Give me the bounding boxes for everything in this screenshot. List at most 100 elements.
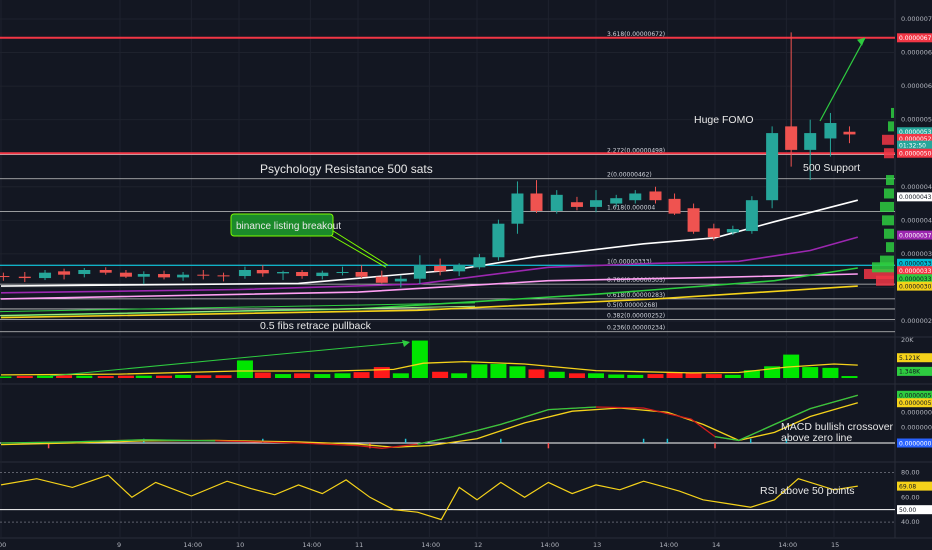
volume-bar[interactable] <box>392 373 409 378</box>
volume-bar[interactable] <box>0 376 12 378</box>
candle-body[interactable] <box>137 274 150 277</box>
volume-bar[interactable] <box>764 366 781 378</box>
candle-body[interactable] <box>649 191 662 201</box>
volume-bar[interactable] <box>705 374 722 378</box>
candle-body[interactable] <box>473 257 486 268</box>
candle-body[interactable] <box>78 269 91 275</box>
volume-bar[interactable] <box>135 375 152 378</box>
volume-bar[interactable] <box>490 363 507 378</box>
candle-body[interactable] <box>492 223 505 258</box>
volume-bar[interactable] <box>373 367 390 378</box>
volume-bar[interactable] <box>802 367 819 378</box>
rsi-pane[interactable] <box>0 471 895 523</box>
candle-body[interactable] <box>238 269 251 277</box>
candle-body[interactable] <box>277 272 290 274</box>
candle-body[interactable] <box>355 272 368 277</box>
volume-bar[interactable] <box>236 360 253 378</box>
candle-body[interactable] <box>726 229 739 233</box>
volume-bar[interactable] <box>353 372 370 378</box>
candle-body[interactable] <box>707 228 720 238</box>
volume-bar[interactable] <box>685 372 702 378</box>
candle-body[interactable] <box>766 133 779 201</box>
price-axis[interactable]: 0.00000700 0.00000650 0.00000600 0.00000550… <box>897 15 932 526</box>
volume-bar[interactable] <box>117 375 134 378</box>
volume-bar[interactable] <box>588 373 604 378</box>
target-arrow-head <box>857 37 865 46</box>
volume-bar[interactable] <box>451 373 468 378</box>
candle-body[interactable] <box>316 272 329 277</box>
candle-body[interactable] <box>550 194 563 211</box>
volume-bar[interactable] <box>841 376 858 378</box>
volume-bar[interactable] <box>215 375 232 378</box>
candle-body[interactable] <box>0 276 10 278</box>
candle-body[interactable] <box>804 133 817 150</box>
candle-body[interactable] <box>570 202 583 207</box>
macd-pane[interactable] <box>0 394 895 449</box>
candle-body[interactable] <box>394 278 407 282</box>
volume-bar[interactable] <box>411 340 428 378</box>
volume-pane[interactable] <box>0 340 858 378</box>
price-tag-bg <box>897 133 932 143</box>
candle-body[interactable] <box>119 272 132 277</box>
volume-bar[interactable] <box>294 373 311 378</box>
volume-bar[interactable] <box>175 374 192 378</box>
candle-body[interactable] <box>511 193 524 224</box>
candle-body[interactable] <box>453 265 466 272</box>
volume-bar[interactable] <box>314 374 331 378</box>
time-axis[interactable]: 00 9 14:00 10 14:00 11 14:00 12 14:00 13 14:00 14 14… <box>0 541 839 549</box>
candle-body[interactable] <box>785 126 798 150</box>
volume-bar[interactable] <box>156 375 173 378</box>
volume-bar[interactable] <box>528 369 545 378</box>
volume-bar[interactable] <box>509 366 526 378</box>
volume-bar[interactable] <box>608 374 625 378</box>
candle-body[interactable] <box>296 272 309 277</box>
volume-bar[interactable] <box>724 374 741 378</box>
candle-body[interactable] <box>590 200 602 207</box>
volume-bar[interactable] <box>37 375 54 378</box>
volume-bar[interactable] <box>647 374 664 378</box>
volume-bar[interactable] <box>666 372 683 378</box>
volume-bar[interactable] <box>56 375 73 378</box>
candle-body[interactable] <box>158 274 171 278</box>
volume-bar[interactable] <box>334 373 351 378</box>
candle-body[interactable] <box>434 265 447 272</box>
volume-bar[interactable] <box>76 375 93 378</box>
candle-body[interactable] <box>413 265 426 279</box>
candle-body[interactable] <box>197 274 210 276</box>
candle-body[interactable] <box>99 269 112 273</box>
candle-body[interactable] <box>745 200 758 232</box>
price-tick-label: 0.00000550 <box>901 116 932 124</box>
price-pane[interactable]: 3.618(0.00000672) 2.272(0.00000498) 2(0.00… <box>0 31 895 333</box>
volume-bar[interactable] <box>627 374 644 378</box>
volume-bar[interactable] <box>568 373 585 378</box>
volume-bar[interactable] <box>16 376 33 378</box>
candle-body[interactable] <box>217 275 230 277</box>
rsi-tag: 69.08 <box>899 483 916 490</box>
annotation-fibs-pullback: 0.5 fibs retrace pullback <box>260 320 372 332</box>
volume-bar[interactable] <box>471 364 488 378</box>
candle-body[interactable] <box>256 269 269 274</box>
volume-bar[interactable] <box>254 372 271 378</box>
price-tick-label: 0.00000400 <box>901 216 932 224</box>
candle-body[interactable] <box>177 274 190 278</box>
volume-bar[interactable] <box>195 375 212 378</box>
volume-bar[interactable] <box>548 371 565 378</box>
volume-bar[interactable] <box>822 367 839 378</box>
volume-bar[interactable] <box>275 374 292 378</box>
candle-body[interactable] <box>530 193 543 211</box>
candle-body[interactable] <box>18 276 31 279</box>
candle-body[interactable] <box>687 208 700 232</box>
candle-body[interactable] <box>843 131 856 135</box>
candle-body[interactable] <box>629 193 642 201</box>
volume-bar[interactable] <box>432 371 449 378</box>
candle-body[interactable] <box>39 272 52 279</box>
candle-body[interactable] <box>375 276 388 283</box>
candle-body[interactable] <box>668 198 681 214</box>
candle-body[interactable] <box>58 271 71 275</box>
candle-body[interactable] <box>610 198 623 204</box>
candle-body[interactable] <box>336 272 349 274</box>
volume-bar[interactable] <box>97 376 114 378</box>
volume-bar[interactable] <box>743 370 760 378</box>
candle-body[interactable] <box>824 123 837 139</box>
